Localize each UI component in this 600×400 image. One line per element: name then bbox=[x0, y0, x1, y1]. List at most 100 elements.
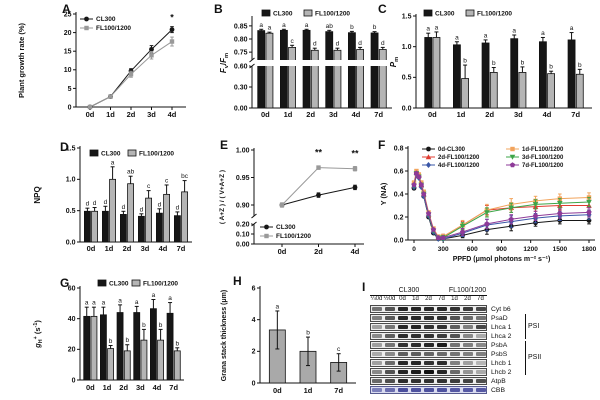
blot-band bbox=[462, 388, 473, 392]
svg-text:a: a bbox=[118, 297, 122, 304]
svg-text:FL100/1200: FL100/1200 bbox=[477, 11, 512, 18]
svg-text:40: 40 bbox=[68, 316, 76, 323]
blot-lane-label: 2d bbox=[425, 296, 432, 302]
blot-band bbox=[436, 379, 447, 383]
blot-band bbox=[397, 316, 408, 320]
svg-text:0: 0 bbox=[412, 246, 416, 253]
svg-text:d: d bbox=[381, 40, 385, 47]
blot-lane-label: 1d bbox=[412, 296, 419, 302]
significance-marks: ** ** bbox=[315, 148, 359, 159]
svg-text:a: a bbox=[92, 300, 96, 307]
svg-text:10: 10 bbox=[64, 67, 72, 74]
svg-text:3d: 3d bbox=[141, 244, 150, 253]
svg-text:d: d bbox=[104, 199, 108, 206]
svg-text:0.00: 0.00 bbox=[234, 105, 248, 112]
svg-text:c: c bbox=[147, 183, 151, 190]
blot-band bbox=[397, 388, 408, 392]
blot-band bbox=[475, 379, 486, 383]
svg-text:Y (NA): Y (NA) bbox=[379, 182, 388, 205]
svg-text:b: b bbox=[159, 322, 163, 329]
svg-text:4d: 4d bbox=[159, 244, 168, 253]
panel-fvfm: B 0.00 0.30 0.60 0.75 0.80 0.85 Fv/Fm 0d 1d 2d 3d 4… bbox=[200, 2, 400, 133]
blot-band bbox=[371, 388, 382, 392]
plot-F: 0.0 0.2 0.4 0.6 0.8 Y (NA) 0 300 600 900 1200 1500 1… bbox=[379, 145, 597, 263]
series-FL100/1200 bbox=[279, 165, 358, 208]
blot-band bbox=[371, 325, 382, 329]
svg-text:1d: 1d bbox=[284, 110, 293, 119]
svg-text:4d-FL100/1200: 4d-FL100/1200 bbox=[438, 163, 480, 169]
plot-H: 0 2 4 6 Grana stack thickness (μm) 0d 1d 7d a b c bbox=[221, 285, 356, 395]
blot-group-header: CL300 bbox=[370, 286, 448, 296]
svg-text:1.5: 1.5 bbox=[402, 13, 412, 20]
svg-text:c: c bbox=[337, 346, 341, 353]
svg-text:1d: 1d bbox=[457, 110, 466, 119]
svg-text:PPFD (μmol photons m⁻² s⁻¹): PPFD (μmol photons m⁻² s⁻¹) bbox=[453, 256, 551, 263]
blot-band bbox=[475, 343, 486, 347]
svg-text:0d: 0d bbox=[86, 383, 95, 392]
blot-band bbox=[423, 379, 434, 383]
svg-text:a: a bbox=[168, 295, 172, 302]
blot-protein-label: Lhcb 1 bbox=[491, 359, 512, 367]
svg-text:FL100/1200: FL100/1200 bbox=[276, 233, 311, 240]
svg-text:300: 300 bbox=[438, 246, 449, 253]
svg-text:a: a bbox=[259, 22, 263, 29]
legend: CL300 FL100/1200 bbox=[97, 279, 178, 288]
svg-text:**: ** bbox=[315, 148, 323, 158]
svg-text:0.0: 0.0 bbox=[394, 237, 404, 244]
svg-text:b: b bbox=[373, 24, 377, 31]
blot-protein-label: Cyt b6 bbox=[491, 305, 511, 313]
svg-text:b: b bbox=[109, 338, 113, 345]
svg-text:CL300: CL300 bbox=[101, 151, 121, 158]
series-FL100/1200 bbox=[87, 36, 175, 110]
series-7d-FL100/1200 bbox=[411, 170, 592, 240]
svg-text:2: 2 bbox=[252, 349, 256, 356]
svg-text:1.0: 1.0 bbox=[66, 177, 76, 184]
blot-complex-bracket bbox=[525, 341, 526, 375]
svg-text:0d: 0d bbox=[273, 386, 282, 395]
blot-band bbox=[397, 343, 408, 347]
svg-text:d: d bbox=[176, 204, 180, 211]
svg-text:3d-FL100/1200: 3d-FL100/1200 bbox=[522, 155, 564, 161]
blot-band bbox=[462, 316, 473, 320]
svg-text:0.2: 0.2 bbox=[394, 214, 404, 221]
blot-band bbox=[436, 352, 447, 356]
panel-deepoxidation: E 0.00 0.10 0.20 0.90 0.95 1.00 ( A+Z ) / ( V+… bbox=[216, 136, 379, 266]
blot-band bbox=[384, 352, 395, 356]
svg-text:a: a bbox=[102, 300, 106, 307]
blot-band bbox=[423, 352, 434, 356]
svg-text:c: c bbox=[290, 38, 294, 45]
svg-text:0: 0 bbox=[68, 104, 72, 111]
blot-band bbox=[423, 388, 434, 392]
blot-band bbox=[436, 334, 447, 338]
blot-band bbox=[462, 334, 473, 338]
svg-text:b: b bbox=[521, 59, 525, 66]
svg-text:gH+ (s-1): gH+ (s-1) bbox=[33, 320, 44, 349]
series-FL100/1200: d a ab c c bc bbox=[91, 159, 189, 243]
blot-band bbox=[410, 388, 421, 392]
svg-text:0.0: 0.0 bbox=[66, 239, 76, 246]
panel-letter-H: H bbox=[233, 274, 242, 288]
blot-band bbox=[371, 343, 382, 347]
svg-text:0.90: 0.90 bbox=[236, 202, 250, 209]
svg-text:1.5: 1.5 bbox=[66, 145, 76, 152]
svg-text:3d: 3d bbox=[136, 383, 145, 392]
svg-text:b: b bbox=[142, 322, 146, 329]
svg-text:0d: 0d bbox=[87, 244, 96, 253]
svg-text:15: 15 bbox=[64, 49, 72, 56]
svg-text:FL100/1200: FL100/1200 bbox=[143, 281, 178, 288]
svg-text:Pm: Pm bbox=[389, 57, 400, 67]
blot-band bbox=[384, 361, 395, 365]
svg-text:2d-FL100/1200: 2d-FL100/1200 bbox=[438, 155, 480, 161]
svg-text:0.5: 0.5 bbox=[402, 75, 412, 82]
svg-text:3d: 3d bbox=[329, 110, 338, 119]
blot-band bbox=[436, 388, 447, 392]
svg-text:FL100/1200: FL100/1200 bbox=[96, 25, 131, 32]
svg-text:2d: 2d bbox=[306, 110, 315, 119]
svg-text:a: a bbox=[426, 26, 430, 33]
panel-letter-C: C bbox=[378, 2, 387, 16]
svg-text:2d: 2d bbox=[485, 110, 494, 119]
